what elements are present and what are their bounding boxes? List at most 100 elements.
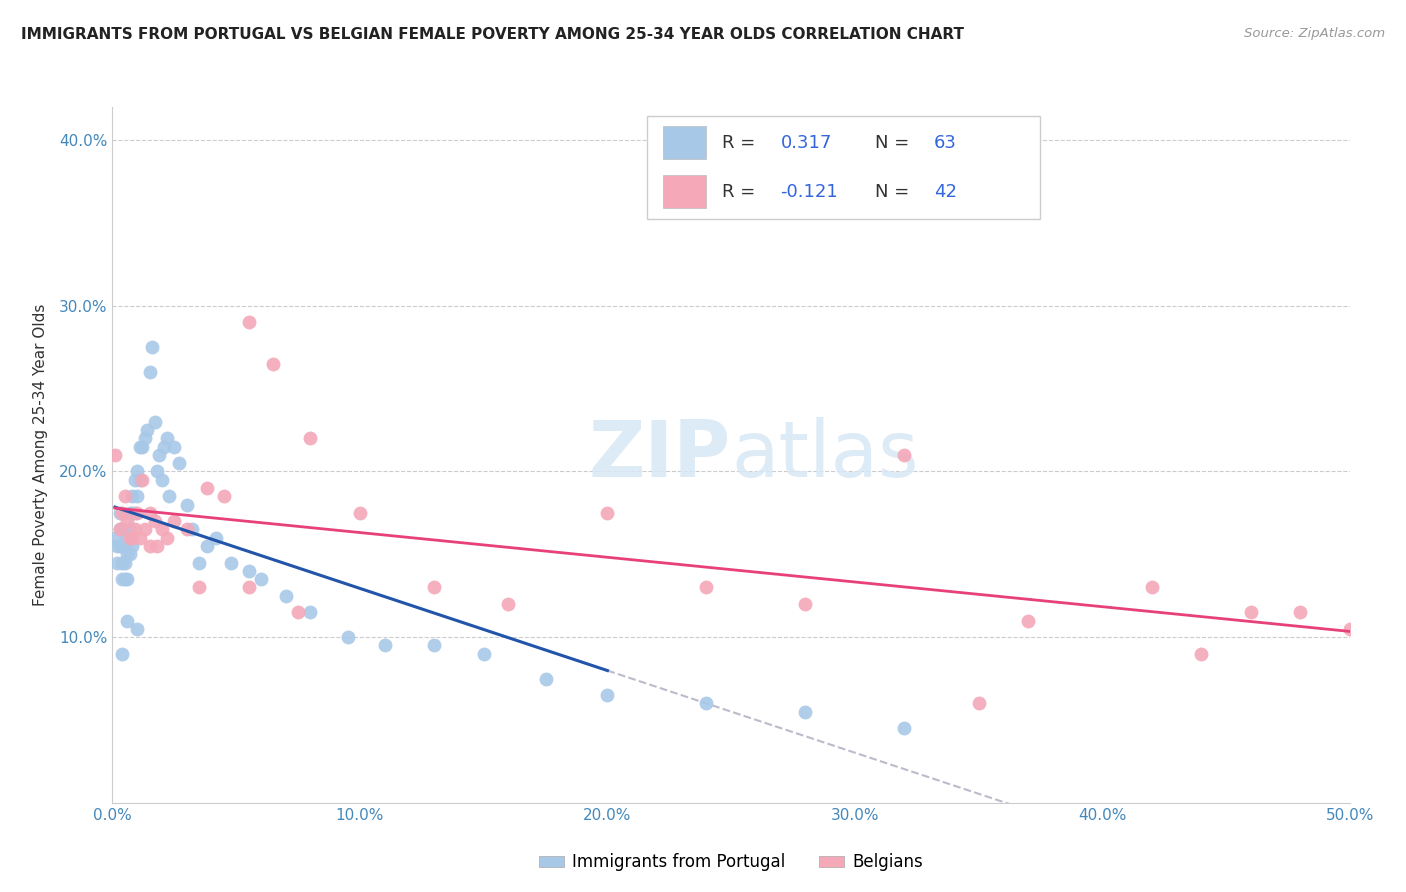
- Point: [118, 547, 141, 561]
- Point: [423, 581, 446, 595]
- Point: [176, 523, 198, 537]
- Text: N =: N =: [875, 183, 915, 201]
- Text: N =: N =: [875, 134, 915, 152]
- Point: [596, 688, 619, 702]
- Point: [150, 473, 173, 487]
- Point: [127, 506, 149, 520]
- Point: [138, 506, 160, 520]
- Point: [1189, 647, 1212, 661]
- Point: [349, 506, 371, 520]
- Point: [121, 531, 143, 545]
- Point: [156, 431, 179, 445]
- Point: [124, 506, 146, 520]
- Point: [423, 639, 446, 653]
- Point: [596, 506, 619, 520]
- Point: [108, 523, 131, 537]
- Point: [188, 556, 211, 570]
- Point: [111, 647, 134, 661]
- Point: [138, 539, 160, 553]
- Point: [156, 531, 179, 545]
- Text: atlas: atlas: [731, 417, 918, 493]
- Point: [238, 581, 260, 595]
- Point: [131, 440, 153, 454]
- Text: 63: 63: [934, 134, 957, 152]
- Point: [117, 614, 139, 628]
- Point: [212, 489, 235, 503]
- FancyBboxPatch shape: [647, 116, 1040, 219]
- Point: [128, 440, 150, 454]
- Point: [143, 415, 166, 429]
- Point: [128, 531, 150, 545]
- Point: [104, 531, 127, 545]
- Text: 0.317: 0.317: [780, 134, 832, 152]
- Point: [143, 514, 166, 528]
- Point: [134, 523, 156, 537]
- Point: [117, 514, 139, 528]
- Point: [138, 365, 160, 379]
- Point: [374, 639, 396, 653]
- Point: [121, 506, 143, 520]
- Point: [108, 506, 131, 520]
- Point: [299, 431, 322, 445]
- Point: [794, 705, 817, 719]
- Point: [195, 539, 218, 553]
- Point: [794, 597, 817, 611]
- Point: [128, 473, 150, 487]
- Point: [262, 357, 284, 371]
- FancyBboxPatch shape: [662, 176, 706, 208]
- Point: [111, 506, 134, 520]
- Point: [195, 481, 218, 495]
- Point: [146, 539, 169, 553]
- Point: [127, 489, 149, 503]
- Point: [136, 423, 159, 437]
- Point: [180, 523, 202, 537]
- Point: [148, 448, 170, 462]
- Text: ZIP: ZIP: [589, 417, 731, 493]
- Point: [287, 605, 309, 619]
- Point: [1289, 605, 1312, 619]
- Point: [153, 440, 176, 454]
- Point: [107, 539, 129, 553]
- Point: [107, 556, 129, 570]
- Point: [498, 597, 520, 611]
- Point: [188, 581, 211, 595]
- Point: [118, 531, 141, 545]
- Point: [146, 465, 169, 479]
- Point: [176, 498, 198, 512]
- Point: [111, 523, 134, 537]
- Text: Source: ZipAtlas.com: Source: ZipAtlas.com: [1244, 27, 1385, 40]
- Point: [118, 523, 141, 537]
- Point: [124, 473, 146, 487]
- Point: [893, 721, 915, 735]
- Text: 42: 42: [934, 183, 957, 201]
- Legend: Immigrants from Portugal, Belgians: Immigrants from Portugal, Belgians: [533, 847, 929, 878]
- Point: [141, 340, 163, 354]
- Point: [695, 697, 717, 711]
- Point: [150, 523, 173, 537]
- Point: [134, 431, 156, 445]
- Point: [893, 448, 915, 462]
- Point: [114, 489, 136, 503]
- Point: [114, 572, 136, 586]
- Point: [1017, 614, 1039, 628]
- Point: [967, 697, 990, 711]
- Point: [695, 581, 717, 595]
- Point: [111, 556, 134, 570]
- Point: [108, 523, 131, 537]
- Point: [238, 564, 260, 578]
- Point: [117, 572, 139, 586]
- FancyBboxPatch shape: [662, 127, 706, 159]
- Point: [163, 514, 186, 528]
- Point: [219, 556, 242, 570]
- Point: [238, 315, 260, 329]
- Point: [117, 547, 139, 561]
- Point: [250, 572, 273, 586]
- Point: [1240, 605, 1263, 619]
- Point: [121, 539, 143, 553]
- Point: [299, 605, 322, 619]
- Point: [114, 539, 136, 553]
- Point: [127, 622, 149, 636]
- Point: [131, 473, 153, 487]
- Y-axis label: Female Poverty Among 25-34 Year Olds: Female Poverty Among 25-34 Year Olds: [32, 304, 48, 606]
- Point: [121, 489, 143, 503]
